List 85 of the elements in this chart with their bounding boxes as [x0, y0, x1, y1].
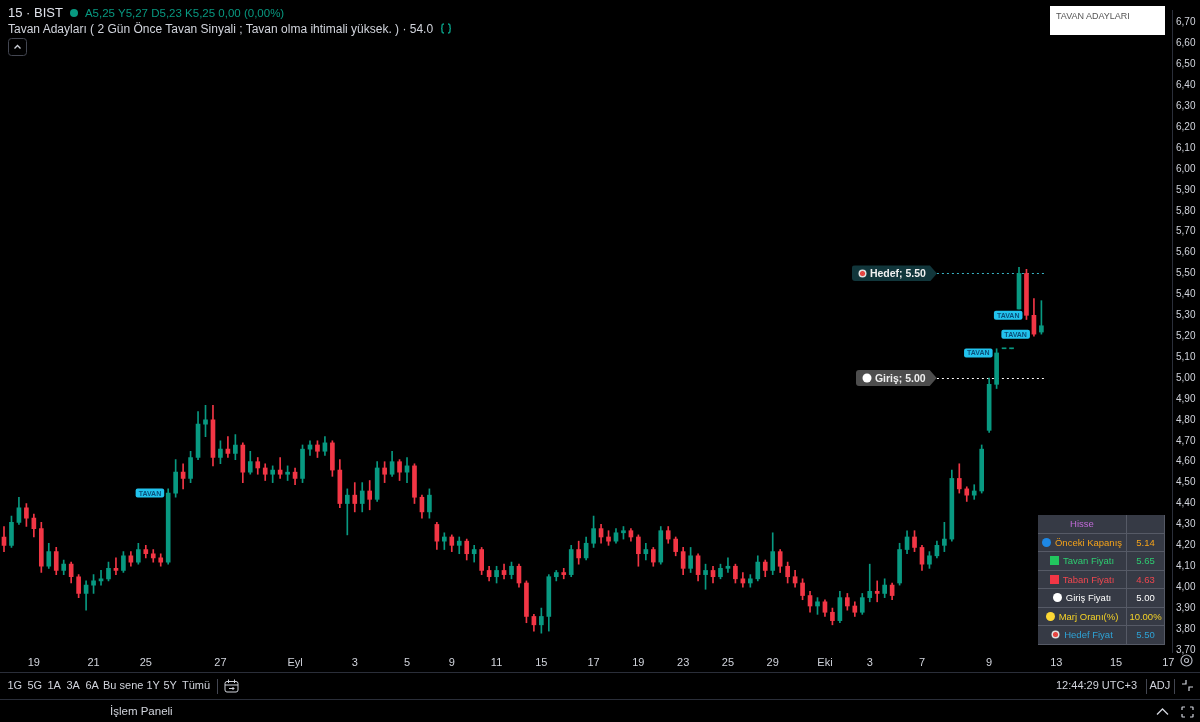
text: 5.50: [1136, 629, 1155, 641]
text: 1A: [47, 679, 61, 691]
y-tick-label: 5,80: [1176, 204, 1196, 216]
y-tick-label: 5,90: [1176, 183, 1196, 195]
y-tick-label: 4,00: [1176, 580, 1196, 592]
ref-line-label: Giriş; 5.00: [874, 372, 926, 385]
text: 3A: [66, 679, 80, 691]
x-tick-label: 15: [1109, 655, 1123, 668]
y-tick-label: 5,70: [1176, 225, 1196, 237]
x-tick-label: 27: [214, 655, 227, 668]
y-tick-label: 4,10: [1176, 560, 1196, 572]
y-tick-label: 4,30: [1176, 518, 1196, 530]
y-tick-label: 6,10: [1176, 141, 1196, 153]
text: 6A: [85, 679, 99, 691]
x-tick-label: 3: [866, 655, 873, 668]
x-tick-label: 7: [918, 655, 926, 668]
text: Hisse: [1070, 518, 1094, 530]
y-tick-label: 4,80: [1176, 413, 1196, 425]
y-tick-label: 4,40: [1176, 497, 1196, 509]
category-label: Taban Fiyatı: [1062, 573, 1115, 585]
y-tick-label: 5,20: [1176, 329, 1196, 341]
y-tick-label: 6,30: [1176, 99, 1196, 111]
y-tick-label: 6,50: [1176, 58, 1196, 70]
text: 5.65: [1136, 555, 1155, 567]
annotation: TAVAN ADAYLARI: [1056, 11, 1130, 21]
text: 1G: [7, 679, 23, 691]
text: ADJ: [1149, 679, 1171, 691]
x-tick-label: 15: [535, 655, 548, 668]
text: 5.00: [1136, 592, 1155, 604]
y-tick-label: 4,20: [1176, 539, 1196, 551]
x-tick-label: 9: [448, 655, 455, 668]
text: Bu sene: [103, 679, 144, 691]
y-tick-label: 5,40: [1176, 288, 1196, 300]
y-tick-label: 5,50: [1176, 267, 1196, 279]
category-label: Önceki Kapanış: [1054, 536, 1123, 548]
category-label: Hedef Fiyat: [1064, 629, 1113, 641]
title-box: TAVAN ADAYLARI: [1050, 6, 1165, 35]
text: Tavan Adayları ( 2 Gün Önce Tavan Sinyali ; Tavan olma ihtimali yüksek. ) · 54.0: [8, 21, 434, 36]
x-tick-label: 13: [1050, 655, 1063, 668]
x-tick-label: 17: [1162, 655, 1175, 668]
text: 5.14: [1136, 536, 1155, 548]
category-label: Marj Oranı(%): [1058, 610, 1119, 622]
y-tick-label: 3,70: [1176, 643, 1196, 655]
y-tick-label: 5,30: [1176, 309, 1196, 321]
y-tick-label: 4,60: [1176, 455, 1196, 467]
y-tick-label: 6,60: [1176, 37, 1196, 49]
text: 4.63: [1136, 573, 1155, 585]
x-tick-label: 29: [766, 655, 779, 668]
y-tick-label: 6,40: [1176, 79, 1196, 91]
text: 10.00%: [1129, 610, 1162, 622]
x-tick-label: 25: [721, 655, 735, 668]
text: 1Y: [146, 679, 160, 691]
x-tick-label: 17: [587, 655, 600, 668]
text: Tümü: [182, 679, 211, 691]
y-tick-label: 4,70: [1176, 434, 1196, 446]
y-tick-label: 6,20: [1176, 120, 1196, 132]
x-tick-label: 21: [87, 655, 100, 668]
x-tick-label: 5: [403, 655, 411, 668]
y-tick-label: 5,10: [1176, 350, 1196, 362]
text: 5G: [27, 679, 43, 691]
y-tick-label: 6,70: [1176, 16, 1196, 28]
x-tick-label: Eyl: [287, 655, 303, 668]
x-tick-label: 25: [139, 655, 152, 668]
annotation: A5,25 Y5,27 D5,23 K5,25 0,00 (0,00%): [84, 6, 285, 19]
x-tick-label: 11: [490, 655, 503, 668]
x-tick-label: Eki: [817, 655, 833, 668]
text: İşlem Paneli: [110, 705, 173, 717]
y-tick-label: 5,60: [1176, 246, 1196, 258]
text: 5Y: [163, 679, 177, 691]
y-tick-label: 4,50: [1176, 476, 1196, 488]
y-tick-label: 5,00: [1176, 371, 1196, 383]
x-tick-label: 23: [677, 655, 690, 668]
y-tick-label: 3,80: [1176, 622, 1196, 634]
x-tick-label: 9: [986, 655, 993, 668]
x-tick-label: 19: [632, 655, 645, 668]
category-label: Giriş Fiyatı: [1065, 592, 1112, 604]
x-tick-label: 19: [27, 655, 40, 668]
x-tick-label: 3: [351, 655, 358, 668]
ref-line-label: Hedef; 5.50: [869, 267, 926, 280]
y-tick-label: 6,00: [1176, 162, 1196, 174]
y-tick-label: 4,90: [1176, 392, 1196, 404]
text: 12:44:29 UTC+3: [1056, 679, 1138, 691]
chart-title: 15 · BIST: [8, 5, 63, 20]
y-tick-label: 3,90: [1176, 601, 1196, 613]
category-label: Tavan Fiyatı: [1062, 555, 1115, 567]
